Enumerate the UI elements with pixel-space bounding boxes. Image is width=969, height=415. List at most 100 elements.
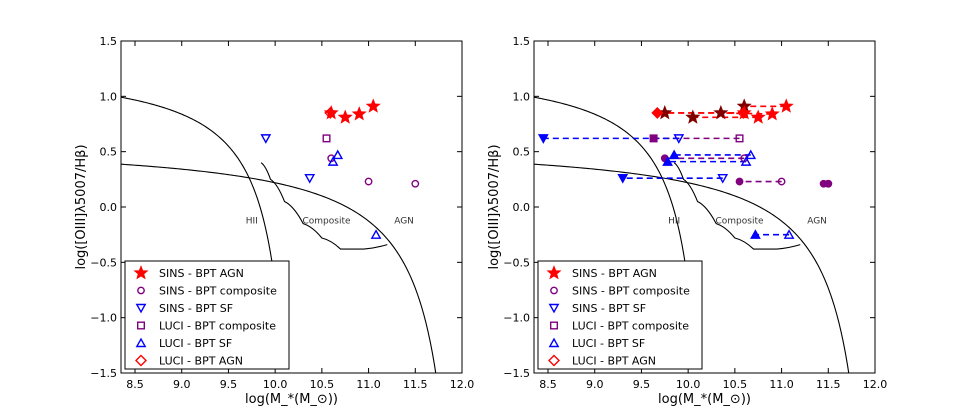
y-axis-label: log([OIII]λ5007/Hβ) xyxy=(74,144,89,269)
x-tick-label: 10.0 xyxy=(263,378,288,391)
data-point xyxy=(778,98,794,113)
x-tick-label: 9.5 xyxy=(633,378,651,391)
legend-entry: SINS - BPT AGN xyxy=(572,267,657,280)
x-axis-label: log(M_*(M_⊙)) xyxy=(658,392,751,407)
shifted-point xyxy=(735,177,744,186)
data-point xyxy=(332,149,344,160)
data-point xyxy=(304,174,316,184)
shifted-point xyxy=(685,109,701,124)
legend-entry: SINS - BPT SF xyxy=(159,302,233,315)
legend-marker xyxy=(550,286,558,295)
data-point xyxy=(337,109,353,124)
legend-marker xyxy=(548,337,560,348)
data-point xyxy=(764,106,780,121)
x-tick-label: 9.0 xyxy=(173,378,191,391)
legend-marker xyxy=(136,321,145,330)
legend-marker xyxy=(135,354,147,367)
y-axis-label: log([OIII]λ5007/Hβ) xyxy=(487,144,502,269)
composite-boundary-curve xyxy=(260,162,388,250)
data-point xyxy=(322,134,331,143)
y-tick-label: 0.5 xyxy=(100,146,118,159)
data-point xyxy=(365,98,381,113)
legend-entry: LUCI - BPT AGN xyxy=(572,355,656,368)
legend-marker xyxy=(550,321,559,330)
region-label: AGN xyxy=(807,217,827,227)
shifted-point xyxy=(537,134,549,144)
x-tick-label: 12.0 xyxy=(863,378,888,391)
data-point xyxy=(824,179,833,188)
data-point xyxy=(783,229,795,239)
y-tick-label: −1.0 xyxy=(503,312,530,325)
x-tick-label: 10.5 xyxy=(310,378,335,391)
shifted-point xyxy=(750,229,761,239)
demarcation-curves xyxy=(534,96,850,373)
legend-entry: SINS - BPT AGN xyxy=(159,267,244,280)
agn-boundary-curve xyxy=(121,163,437,373)
data-point xyxy=(327,156,339,166)
y-tick-label: −1.5 xyxy=(503,367,530,380)
legend-entry: LUCI - BPT AGN xyxy=(159,355,243,368)
x-tick-label: 12.0 xyxy=(450,378,475,391)
legend-box xyxy=(537,260,703,370)
y-tick-label: 1.5 xyxy=(100,35,118,48)
data-point xyxy=(673,134,685,144)
legend-marker xyxy=(546,265,562,280)
legend-marker xyxy=(135,337,147,348)
x-tick-label: 11.5 xyxy=(816,378,841,391)
y-tick-label: −0.5 xyxy=(90,256,117,269)
left-panel: 8.5 9.0 9.5 10.0 10.5 11.0 11.5 12.0 −1.5 −1.0 −0.… xyxy=(74,35,474,407)
y-tick-label: −1.5 xyxy=(90,367,117,380)
data-point xyxy=(260,134,272,144)
region-label: HII xyxy=(246,217,258,227)
x-tick-label: 10.5 xyxy=(723,378,748,391)
data-point xyxy=(777,177,786,186)
data-point xyxy=(717,174,729,184)
x-tick-label: 11.0 xyxy=(769,378,794,391)
shifted-point xyxy=(668,149,680,160)
y-tick-label: 0.5 xyxy=(513,146,531,159)
legend-entry: SINS - BPT SF xyxy=(572,302,646,315)
y-tick-label: 1.0 xyxy=(100,90,118,103)
legend-marker xyxy=(135,303,147,314)
legend: SINS - BPT AGN SINS - BPT composite SINS -… xyxy=(537,260,703,370)
legend-entry: SINS - BPT composite xyxy=(572,285,690,298)
shifted-point xyxy=(617,174,629,184)
shifted-point xyxy=(651,106,664,119)
shifted-point xyxy=(713,105,729,120)
shifted-point xyxy=(649,134,658,143)
x-tick-label: 8.5 xyxy=(126,378,144,391)
demarcation-curves xyxy=(121,96,437,373)
legend-marker xyxy=(548,354,560,367)
legend-entry: LUCI - BPT SF xyxy=(572,337,645,350)
region-label: Composite xyxy=(716,217,764,227)
data-point xyxy=(370,229,382,239)
legend-entry: LUCI - BPT composite xyxy=(159,320,276,333)
agn-boundary-curve xyxy=(534,163,850,373)
y-tick-label: 0.0 xyxy=(513,201,531,214)
data-point xyxy=(745,149,757,160)
shifted-point xyxy=(662,156,673,166)
x-tick-label: 10.0 xyxy=(676,378,701,391)
x-tick-label: 9.5 xyxy=(220,378,238,391)
y-tick-label: 1.5 xyxy=(513,35,531,48)
x-tick-label: 8.5 xyxy=(539,378,557,391)
legend-entry: LUCI - BPT composite xyxy=(572,320,689,333)
data-point xyxy=(351,106,367,121)
region-label: AGN xyxy=(394,217,414,227)
x-axis-label: log(M_*(M_⊙)) xyxy=(245,392,338,407)
sf-boundary-curve xyxy=(121,96,283,360)
data-point xyxy=(740,156,752,166)
legend-marker xyxy=(137,286,145,295)
legend-marker xyxy=(133,265,149,280)
data-point xyxy=(324,106,337,119)
composite-boundary-curve xyxy=(673,162,801,250)
y-tick-label: 1.0 xyxy=(513,90,531,103)
y-tick-label: −1.0 xyxy=(90,312,117,325)
right-panel: 8.5 9.0 9.5 10.0 10.5 11.0 11.5 12.0 −1.5 −1.0 −0.… xyxy=(487,35,887,407)
legend-entry: SINS - BPT composite xyxy=(159,285,277,298)
region-label: HII xyxy=(668,217,680,227)
sf-boundary-curve xyxy=(534,96,696,360)
legend-marker xyxy=(548,303,560,314)
x-tick-label: 9.0 xyxy=(586,378,604,391)
